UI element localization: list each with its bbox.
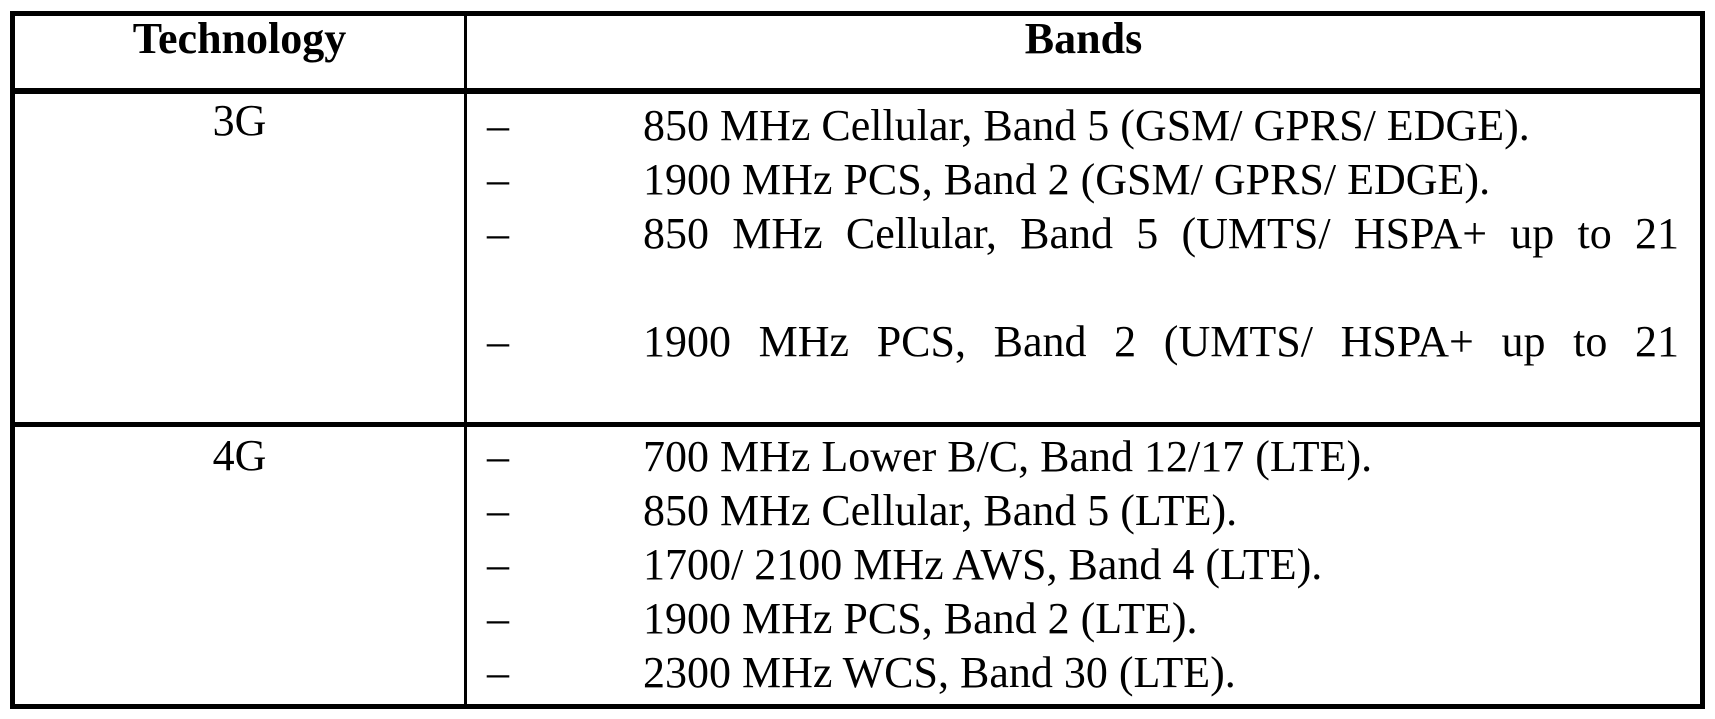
dash-bullet: – [487, 486, 509, 535]
header-bands-label: Bands [1024, 16, 1143, 63]
band-line: – 700 MHz Lower B/C, Band 12/17 (LTE). [487, 430, 1679, 484]
technology-bands-table: Technology Bands 3G – 850 MHz Cellular, B… [10, 11, 1705, 709]
band-line: – 850 MHz Cellular, Band 5 (LTE). [487, 484, 1679, 538]
band-line: – 1900 MHz PCS, Band 2 (GSM/ GPRS/ EDGE). [487, 153, 1679, 207]
band-line: – 850 MHz Cellular, Band 5 (UMTS/ HSPA+ u… [487, 207, 1679, 261]
dash-bullet: – [487, 155, 509, 204]
band-text: 1900 MHz PCS, Band 2 (LTE). [643, 594, 1198, 643]
header-technology-label: Technology [132, 16, 347, 63]
band-text: 850 MHz Cellular, Band 5 (GSM/ GPRS/ EDG… [643, 101, 1530, 150]
row-4g-bands-cell: – 700 MHz Lower B/C, Band 12/17 (LTE). – 85… [467, 427, 1700, 704]
band-text: 700 MHz Lower B/C, Band 12/17 (LTE). [643, 432, 1373, 481]
dash-bullet: – [487, 648, 509, 697]
dash-bullet: – [487, 209, 509, 258]
dash-bullet: – [487, 101, 509, 150]
dash-bullet: – [487, 432, 509, 481]
band-text: 1900 MHz PCS, Band 2 (GSM/ GPRS/ EDGE). [643, 155, 1491, 204]
row-3g-technology-cell: 3G [15, 94, 467, 427]
row-3g-technology-label: 3G [212, 96, 267, 145]
band-line-blank [487, 261, 1679, 315]
band-text: 1900 MHz PCS, Band 2 (UMTS/ HSPA+ up to … [643, 317, 1679, 366]
header-cell-bands: Bands [467, 16, 1700, 94]
row-4g-technology-cell: 4G [15, 427, 467, 704]
header-cell-technology: Technology [15, 16, 467, 94]
band-line: – 1700/ 2100 MHz AWS, Band 4 (LTE). [487, 538, 1679, 592]
band-text: 1700/ 2100 MHz AWS, Band 4 (LTE). [643, 540, 1323, 589]
row-4g-technology-label: 4G [212, 431, 267, 480]
dash-bullet: – [487, 540, 509, 589]
band-line: – 1900 MHz PCS, Band 2 (LTE). [487, 592, 1679, 646]
band-line: – 2300 MHz WCS, Band 30 (LTE). [487, 646, 1679, 700]
band-text: 850 MHz Cellular, Band 5 (LTE). [643, 486, 1238, 535]
band-line: – 850 MHz Cellular, Band 5 (GSM/ GPRS/ ED… [487, 99, 1679, 153]
band-text: 2300 MHz WCS, Band 30 (LTE). [643, 648, 1236, 697]
band-text: 850 MHz Cellular, Band 5 (UMTS/ HSPA+ up… [643, 209, 1679, 258]
band-line: – 1900 MHz PCS, Band 2 (UMTS/ HSPA+ up to… [487, 315, 1679, 369]
dash-bullet: – [487, 594, 509, 643]
dash-bullet: – [487, 317, 509, 366]
row-3g-bands-cell: – 850 MHz Cellular, Band 5 (GSM/ GPRS/ ED… [467, 94, 1700, 427]
